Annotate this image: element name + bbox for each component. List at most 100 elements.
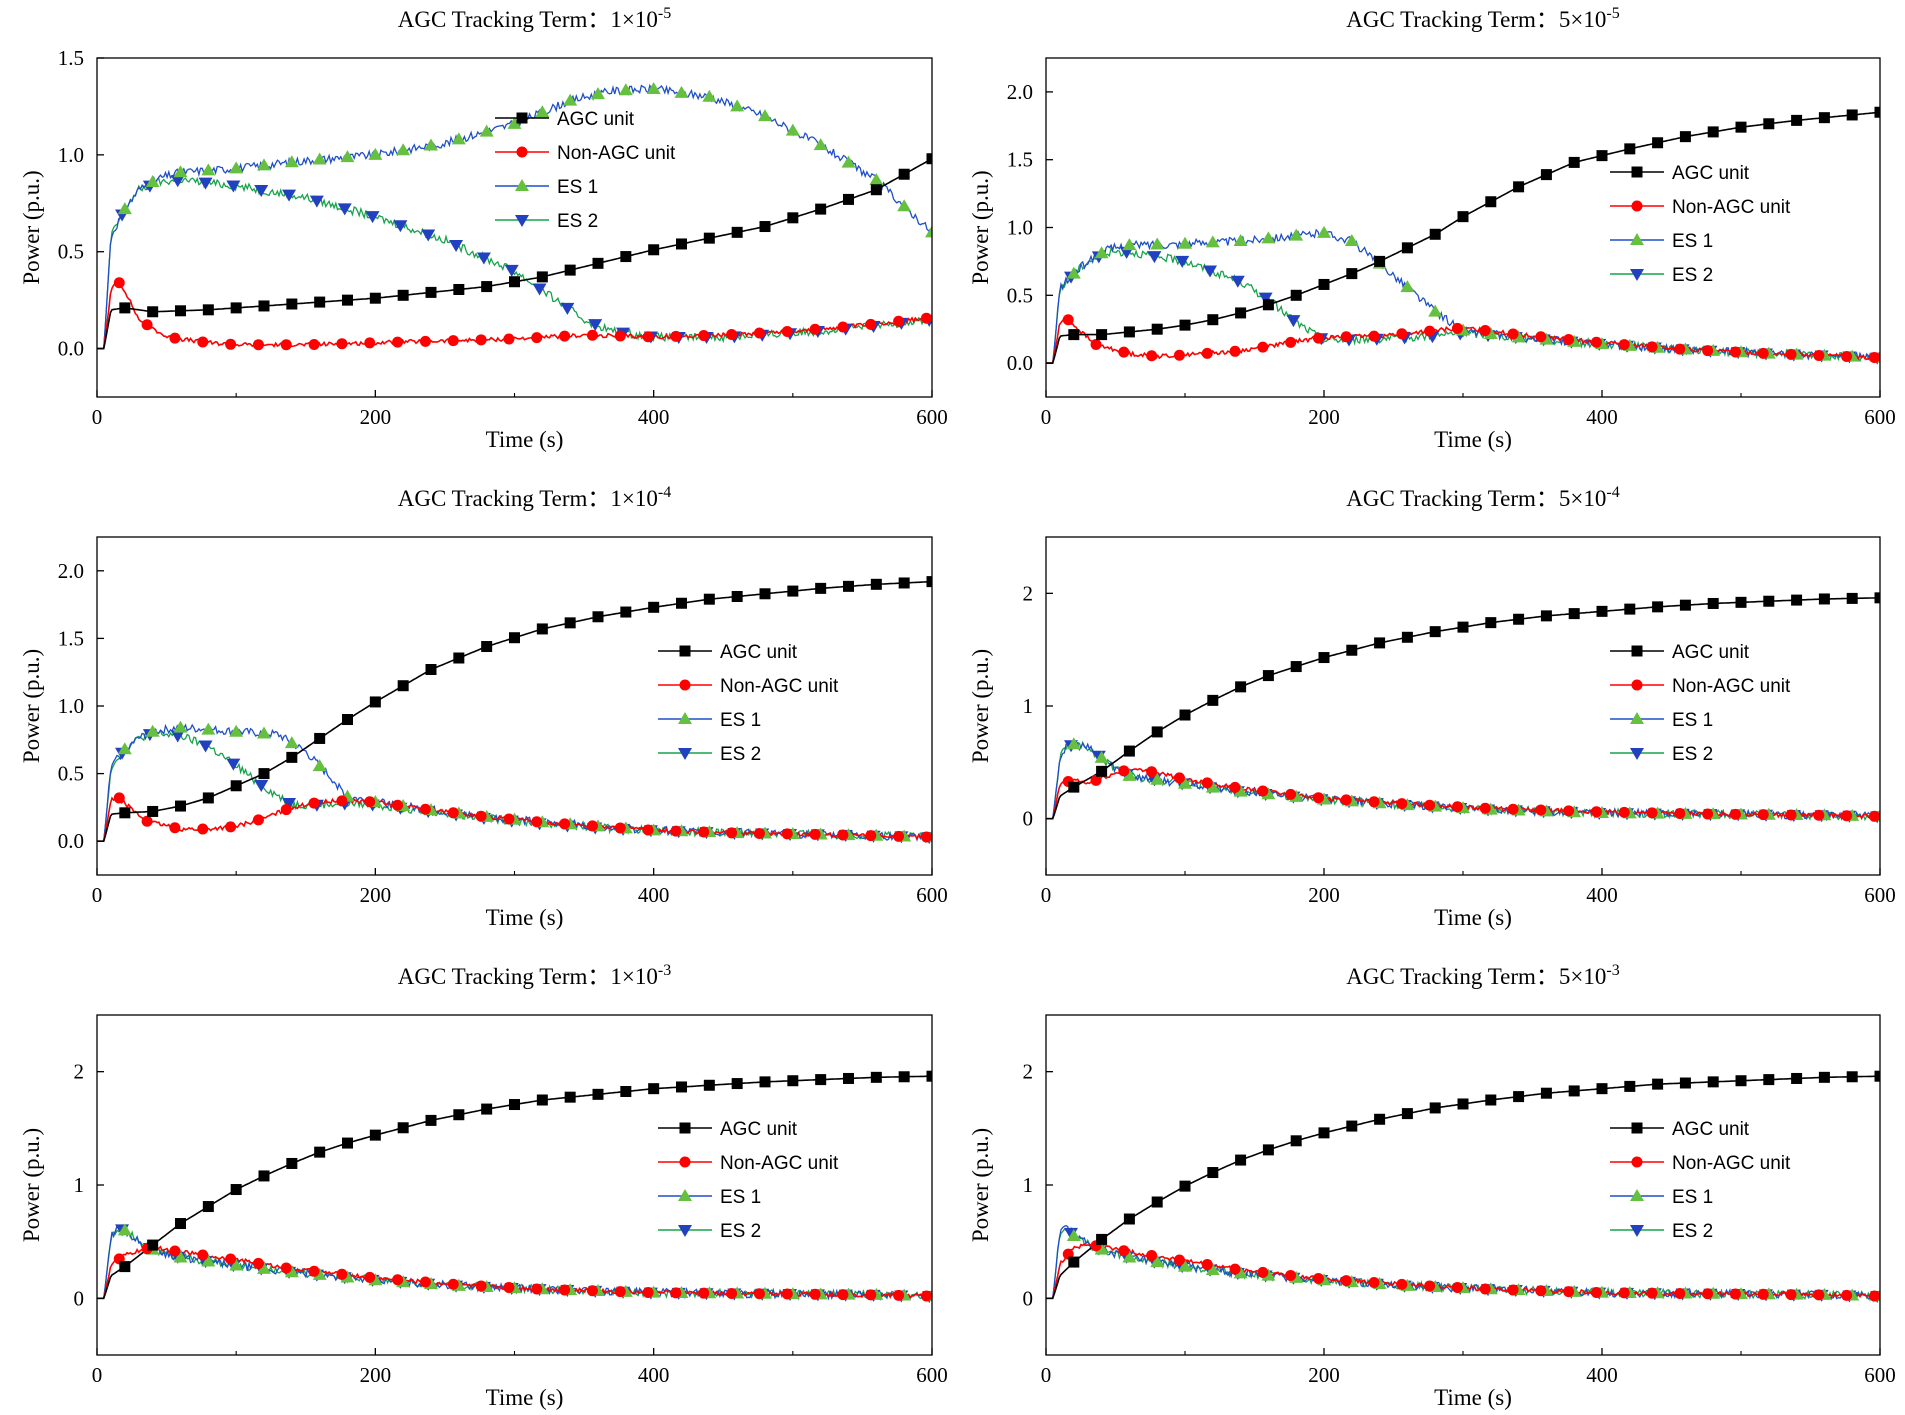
data-point-non-agc-unit bbox=[308, 1265, 320, 1277]
data-point-agc-unit bbox=[1485, 196, 1497, 208]
y-tick-label: 0.5 bbox=[1007, 283, 1033, 307]
data-point-non-agc-unit bbox=[781, 325, 793, 337]
data-point-agc-unit bbox=[1485, 1094, 1497, 1106]
data-point-non-agc-unit bbox=[169, 822, 181, 834]
data-point-agc-unit bbox=[1596, 605, 1608, 617]
legend-marker-non-agc-unit bbox=[679, 1156, 691, 1168]
series-line-es-2 bbox=[1046, 245, 1880, 364]
y-tick-label: 1.0 bbox=[58, 143, 84, 167]
legend-label-es-1: ES 1 bbox=[1672, 1187, 1713, 1208]
data-point-es-1 bbox=[312, 759, 327, 772]
data-point-agc-unit bbox=[1735, 1075, 1747, 1087]
data-point-es-2 bbox=[1203, 265, 1218, 278]
data-point-es-1 bbox=[1150, 237, 1165, 250]
data-point-non-agc-unit bbox=[1535, 1285, 1547, 1297]
data-point-non-agc-unit bbox=[1451, 1281, 1463, 1293]
chart-title: AGC Tracking Term：5×10-3 bbox=[1346, 962, 1619, 989]
data-point-non-agc-unit bbox=[1757, 347, 1769, 359]
legend-label-agc-unit: AGC unit bbox=[557, 109, 635, 130]
data-point-agc-unit bbox=[926, 153, 932, 165]
y-tick-label: 0.0 bbox=[1007, 351, 1033, 375]
data-point-non-agc-unit bbox=[1312, 1272, 1324, 1284]
data-point-non-agc-unit bbox=[726, 1287, 738, 1299]
legend: AGC unit Non-AGC unit ES 1 ES 2 bbox=[1610, 642, 1791, 765]
legend-marker-es-2 bbox=[515, 215, 529, 227]
y-axis-label: Power (p.u.) bbox=[968, 649, 993, 763]
plot-area bbox=[97, 1070, 932, 1304]
data-point-es-1 bbox=[1483, 326, 1498, 339]
data-point-non-agc-unit bbox=[1785, 1289, 1797, 1301]
legend-marker-es-1 bbox=[1630, 233, 1644, 245]
data-point-agc-unit bbox=[119, 1261, 131, 1273]
data-point-agc-unit bbox=[1874, 1070, 1880, 1082]
data-point-es-1 bbox=[257, 726, 271, 739]
data-point-non-agc-unit bbox=[1340, 794, 1352, 806]
data-point-agc-unit bbox=[481, 641, 493, 653]
data-point-non-agc-unit bbox=[1424, 799, 1436, 811]
data-point-agc-unit bbox=[843, 1072, 854, 1084]
data-point-agc-unit bbox=[1401, 631, 1413, 643]
data-point-non-agc-unit bbox=[753, 327, 765, 339]
data-point-agc-unit bbox=[1874, 592, 1880, 604]
legend: AGC unit Non-AGC unit ES 1 ES 2 bbox=[658, 642, 839, 765]
chart-title: AGC Tracking Term：5×10-4 bbox=[1346, 484, 1619, 511]
legend: AGC unit Non-AGC unit ES 1 ES 2 bbox=[658, 1119, 839, 1242]
data-point-es-1 bbox=[1066, 266, 1081, 279]
data-point-es-1 bbox=[1066, 737, 1081, 750]
data-point-agc-unit bbox=[258, 1170, 270, 1182]
data-point-agc-unit bbox=[564, 264, 576, 276]
data-point-agc-unit bbox=[926, 576, 932, 588]
data-point-agc-unit bbox=[258, 300, 270, 312]
data-point-agc-unit bbox=[1401, 242, 1413, 254]
chart-panel-2: AGC Tracking Term：5×10-5 0 200 400 600 0.0 0.5… bbox=[968, 5, 1896, 452]
data-point-agc-unit bbox=[1429, 228, 1441, 240]
data-point-agc-unit bbox=[369, 696, 381, 708]
legend-label-es-1: ES 1 bbox=[1672, 231, 1713, 252]
data-point-non-agc-unit bbox=[225, 338, 237, 350]
data-point-non-agc-unit bbox=[614, 1286, 626, 1298]
data-point-non-agc-unit bbox=[1090, 338, 1102, 350]
data-point-agc-unit bbox=[369, 292, 381, 304]
chart-title: AGC Tracking Term：1×10-4 bbox=[398, 484, 671, 511]
data-point-non-agc-unit bbox=[1340, 1275, 1352, 1287]
data-point-non-agc-unit bbox=[865, 830, 877, 842]
data-point-non-agc-unit bbox=[781, 828, 793, 840]
data-point-non-agc-unit bbox=[614, 822, 626, 834]
data-point-non-agc-unit bbox=[670, 1287, 682, 1299]
data-point-agc-unit bbox=[509, 632, 520, 644]
x-tick-label: 0 bbox=[1041, 1363, 1052, 1387]
legend-marker-agc-unit bbox=[679, 645, 691, 657]
y-axis-label: Power (p.u.) bbox=[968, 1128, 993, 1242]
data-point-non-agc-unit bbox=[531, 816, 543, 828]
data-point-es-1 bbox=[1205, 235, 1220, 248]
legend-marker-agc-unit bbox=[1631, 166, 1643, 178]
data-point-non-agc-unit bbox=[336, 1268, 348, 1280]
data-point-es-1 bbox=[173, 1250, 188, 1263]
data-point-non-agc-unit bbox=[1868, 351, 1880, 363]
data-point-agc-unit bbox=[731, 590, 743, 602]
data-point-non-agc-unit bbox=[531, 332, 543, 344]
data-point-es-1 bbox=[758, 109, 772, 122]
data-point-es-1 bbox=[284, 736, 299, 749]
data-point-non-agc-unit bbox=[920, 831, 932, 843]
data-point-non-agc-unit bbox=[252, 1257, 264, 1269]
y-tick-label: 2 bbox=[1023, 1060, 1034, 1084]
data-point-agc-unit bbox=[1596, 150, 1608, 162]
chart-title: AGC Tracking Term：1×10-3 bbox=[398, 962, 671, 989]
legend-label-es-1: ES 1 bbox=[557, 177, 598, 198]
data-point-es-1 bbox=[702, 89, 717, 102]
y-tick-label: 1 bbox=[1023, 694, 1034, 718]
data-point-agc-unit bbox=[230, 302, 242, 314]
data-point-agc-unit bbox=[342, 714, 353, 726]
x-tick-label: 200 bbox=[1308, 1363, 1340, 1387]
data-point-non-agc-unit bbox=[1424, 1280, 1436, 1292]
data-point-non-agc-unit bbox=[893, 830, 905, 842]
legend-marker-agc-unit bbox=[1631, 645, 1643, 657]
data-point-agc-unit bbox=[397, 680, 409, 692]
data-point-non-agc-unit bbox=[1507, 328, 1519, 340]
data-point-agc-unit bbox=[1735, 596, 1747, 608]
data-point-agc-unit bbox=[703, 593, 715, 605]
data-point-non-agc-unit bbox=[1340, 331, 1352, 343]
y-tick-label: 0.0 bbox=[58, 337, 84, 361]
data-point-es-2 bbox=[254, 185, 269, 198]
